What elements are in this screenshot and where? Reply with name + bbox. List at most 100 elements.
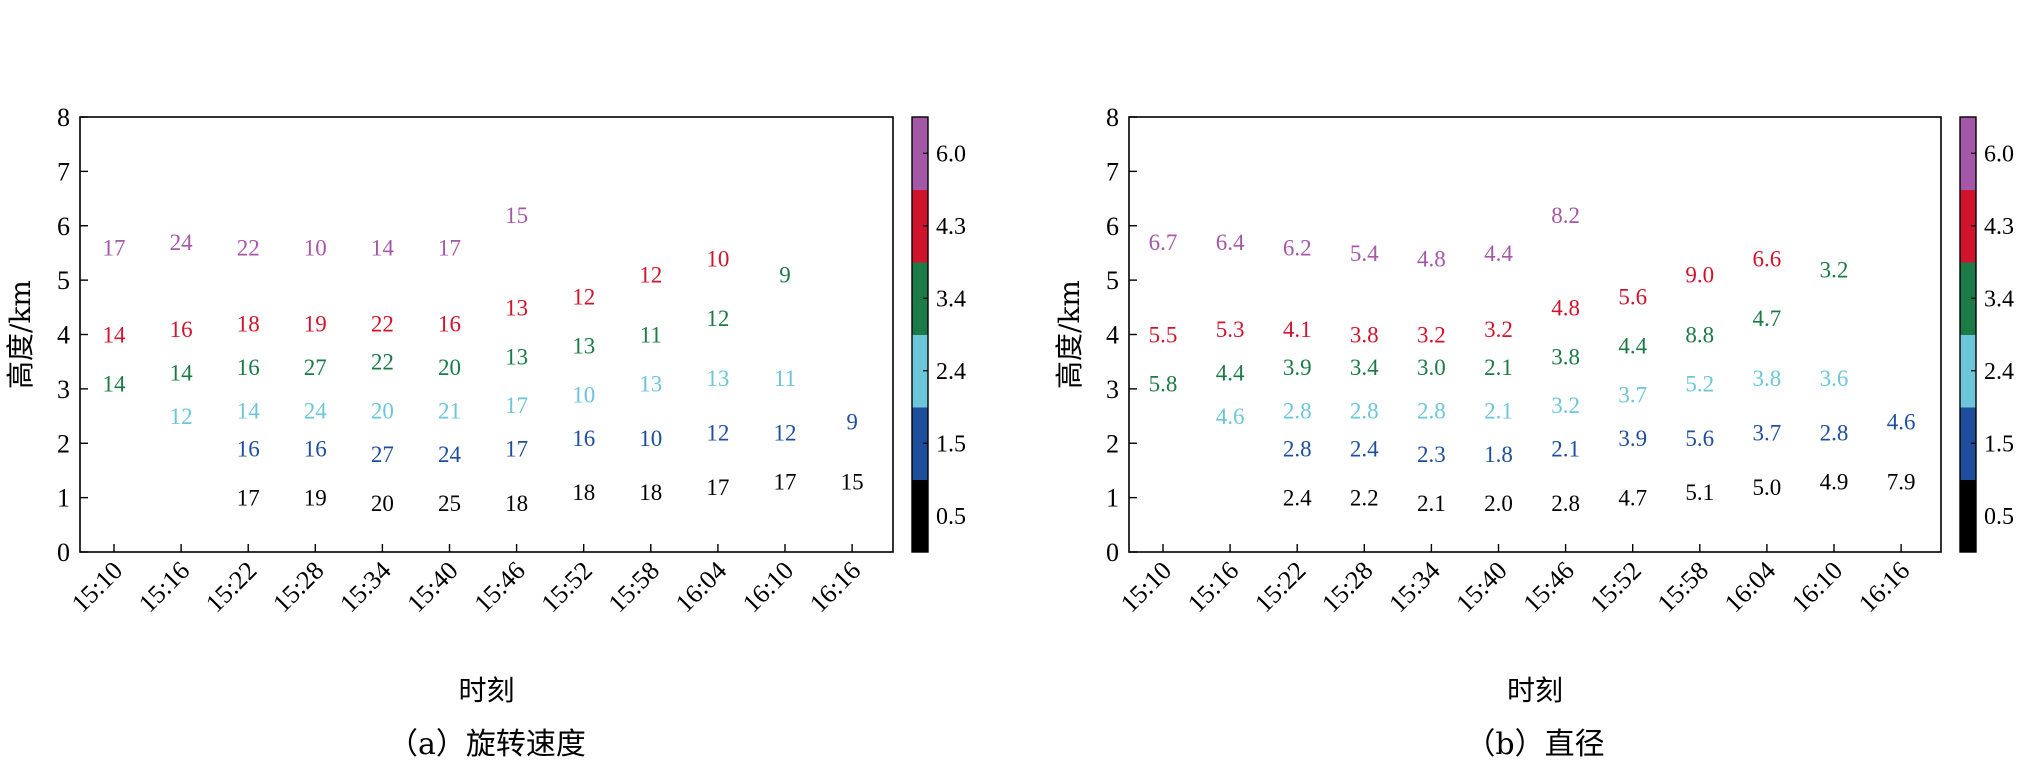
colorbar-segment [912, 189, 928, 263]
colorbar-tick-label: 3.4 [936, 286, 966, 312]
data-point-label: 9 [779, 263, 791, 288]
data-point-label: 24 [438, 442, 462, 467]
data-point-label: 13 [639, 371, 662, 396]
colorbar-segment [912, 117, 928, 190]
colorbar-segment [912, 262, 928, 335]
data-point-label: 14 [170, 361, 194, 386]
data-point-label: 17 [505, 393, 528, 418]
y-tick-label: 1 [1106, 484, 1119, 513]
data-point-label: 13 [706, 366, 729, 391]
data-point-label: 1.8 [1484, 442, 1513, 467]
data-point-label: 9 [846, 410, 858, 435]
data-point-label: 3.9 [1618, 426, 1647, 451]
data-point-label: 8.8 [1685, 323, 1714, 348]
data-point-label: 12 [170, 404, 193, 429]
y-tick-label: 1 [57, 484, 70, 513]
data-point-label: 17 [505, 437, 528, 462]
y-tick-label: 0 [1106, 538, 1119, 567]
data-point-label: 12 [572, 284, 595, 309]
data-point-label: 2.8 [1417, 399, 1446, 424]
data-point-label: 14 [103, 323, 127, 348]
colorbar-tick-label: 6.0 [936, 141, 966, 167]
data-point-label: 12 [706, 306, 729, 331]
data-point-label: 18 [505, 491, 528, 516]
data-point-label: 2.8 [1283, 437, 1312, 462]
data-point-label: 3.9 [1283, 355, 1312, 380]
data-point-label: 2.0 [1484, 491, 1513, 516]
data-point-label: 4.6 [1216, 404, 1245, 429]
colorbar-tick-label: 0.5 [1984, 504, 2014, 530]
colorbar-frame [1959, 116, 1977, 553]
data-point-label: 6.2 [1283, 236, 1312, 261]
data-point-label: 3.6 [1820, 366, 1849, 391]
data-point-label: 2.1 [1417, 491, 1446, 516]
data-point-label: 14 [103, 371, 127, 396]
data-point-label: 16 [237, 355, 260, 380]
data-point-label: 2.1 [1551, 437, 1580, 462]
data-point-label: 22 [237, 236, 260, 261]
x-axis-label: 时刻 [458, 674, 514, 707]
data-point-label: 2.8 [1820, 420, 1849, 445]
data-point-label: 4.8 [1417, 246, 1446, 271]
data-point-label: 3.8 [1350, 323, 1379, 348]
y-axis-label: 高度/km [4, 280, 37, 389]
colorbar-segment [1960, 189, 1976, 263]
data-point-label: 16 [304, 437, 327, 462]
y-tick-label: 8 [1106, 103, 1119, 132]
data-point-label: 4.1 [1283, 317, 1312, 342]
data-point-label: 4.7 [1618, 486, 1647, 511]
colorbar-tick-label: 6.0 [1984, 141, 2014, 167]
data-point-label: 2.1 [1484, 355, 1513, 380]
data-point-label: 3.0 [1417, 355, 1446, 380]
data-point-label: 20 [371, 491, 394, 516]
data-point-label: 3.8 [1551, 344, 1580, 369]
data-point-label: 3.7 [1753, 420, 1782, 445]
data-point-label: 27 [371, 442, 394, 467]
colorbar-frame [911, 116, 929, 553]
data-point-label: 10 [304, 236, 327, 261]
y-tick-label: 3 [57, 375, 70, 404]
y-tick-label: 5 [1106, 266, 1119, 295]
colorbar-segment [1960, 117, 1976, 190]
data-point-label: 5.4 [1350, 241, 1379, 266]
colorbar-segment [1960, 334, 1976, 408]
data-point-label: 16 [170, 317, 193, 342]
data-point-label: 18 [237, 312, 260, 337]
data-point-label: 16 [237, 437, 260, 462]
data-point-label: 24 [304, 399, 328, 424]
colorbar-tick-label: 2.4 [1984, 359, 2014, 385]
data-point-label: 6.6 [1753, 246, 1782, 271]
colorbar-tick-label: 0.5 [936, 504, 966, 530]
colorbar-tick-label: 1.5 [936, 431, 966, 457]
data-point-label: 4.7 [1753, 306, 1782, 331]
data-point-label: 2.8 [1350, 399, 1379, 424]
x-axis-label: 时刻 [1507, 674, 1563, 707]
data-point-label: 18 [639, 480, 662, 505]
chart-caption: （b）直径 [1465, 727, 1604, 762]
data-point-label: 17 [438, 236, 461, 261]
data-point-label: 4.6 [1887, 410, 1916, 435]
data-point-label: 2.4 [1350, 437, 1379, 462]
data-point-label: 4.4 [1216, 361, 1245, 386]
data-point-label: 3.2 [1484, 317, 1513, 342]
colorbar-tick-label: 2.4 [936, 359, 966, 385]
data-point-label: 9.0 [1685, 263, 1714, 288]
data-point-label: 16 [572, 426, 595, 451]
y-tick-label: 2 [1106, 429, 1119, 458]
data-point-label: 4.4 [1484, 241, 1513, 266]
y-tick-label: 4 [57, 321, 70, 350]
data-point-label: 2.2 [1350, 486, 1379, 511]
data-point-label: 17 [774, 469, 797, 494]
data-point-label: 22 [371, 350, 394, 375]
data-point-label: 17 [237, 486, 260, 511]
data-point-label: 13 [505, 295, 528, 320]
data-point-label: 5.3 [1216, 317, 1245, 342]
data-point-label: 5.1 [1685, 480, 1714, 505]
data-point-label: 19 [304, 312, 327, 337]
data-point-label: 7.9 [1887, 469, 1916, 494]
data-point-label: 14 [371, 236, 395, 261]
data-point-label: 2.4 [1283, 486, 1312, 511]
y-tick-label: 6 [57, 212, 70, 241]
data-point-label: 3.2 [1417, 323, 1446, 348]
